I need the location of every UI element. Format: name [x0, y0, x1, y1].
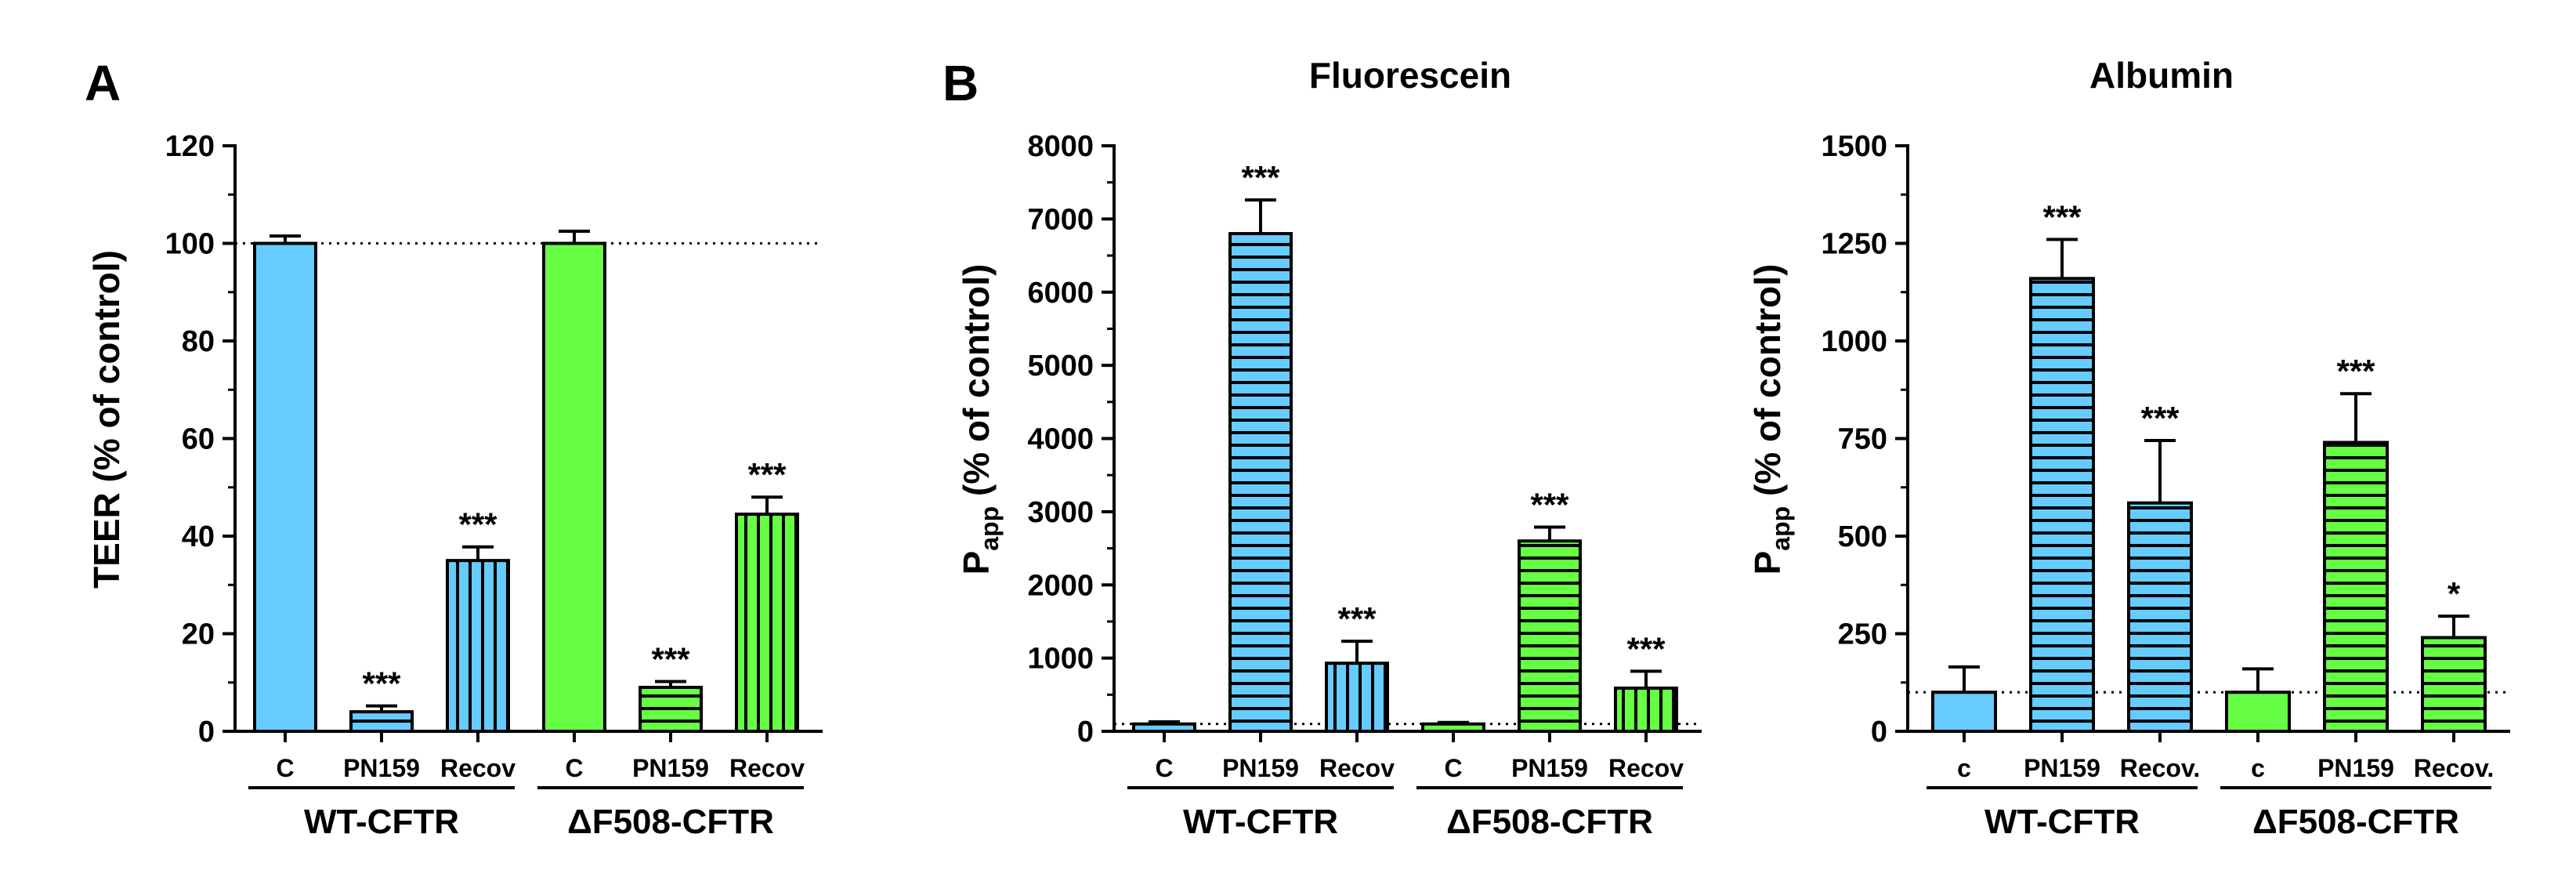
significance-label: ***: [1241, 159, 1280, 196]
bar: [735, 512, 799, 733]
bar: [253, 241, 317, 733]
significance-label: ***: [1530, 486, 1569, 523]
x-tick-label: PN159: [2317, 754, 2394, 782]
significance-label: ***: [747, 456, 787, 493]
panel-label-a: A: [85, 55, 121, 111]
bar: [1931, 691, 1997, 734]
bar: [2323, 440, 2389, 733]
y-tick-label: 0: [1077, 716, 1094, 749]
x-tick-label: PN159: [1511, 754, 1588, 782]
panel-a-y-axis-label: TEER (% of control): [86, 250, 127, 589]
bar: [1518, 539, 1582, 733]
y-tick-label: 3000: [1027, 496, 1094, 529]
group-label: ΔF508-CFTR: [2252, 803, 2459, 841]
panel-a: A TEER (% of control) 0 20 40 60 80 100 120 C **…: [85, 55, 823, 841]
y-tick-label: 500: [1838, 520, 1887, 553]
y-tick-label: 4000: [1027, 423, 1094, 456]
x-tick-label: c: [1957, 754, 1971, 782]
y-tick-label: 5000: [1027, 350, 1094, 382]
significance-label: ***: [1337, 600, 1377, 637]
x-tick-label: C: [565, 754, 583, 782]
bar: [1614, 686, 1678, 734]
x-tick-label: Recov.: [2414, 754, 2495, 782]
significance-label: ***: [2042, 199, 2082, 236]
x-tick-label: PN159: [2024, 754, 2100, 782]
significance-label: ***: [362, 665, 401, 702]
x-tick-label: C: [276, 754, 294, 782]
x-tick-label: Recov: [1319, 754, 1395, 782]
bar: [2421, 636, 2487, 733]
y-tick-label: 1000: [1821, 325, 1887, 358]
y-tick-label: 40: [182, 520, 215, 553]
significance-label: ***: [1626, 630, 1666, 667]
x-tick-label: PN159: [1222, 754, 1299, 782]
significance-label: *: [2448, 575, 2461, 612]
panel-a-chart: 0 20 40 60 80 100 120 C *** PN159 *** Recov C *** PN15…: [165, 130, 823, 841]
group-label: ΔF508-CFTR: [567, 803, 774, 841]
significance-label: ***: [2140, 400, 2180, 437]
significance-label: ***: [458, 506, 497, 543]
bar: [2127, 501, 2193, 733]
bar: [2029, 277, 2095, 733]
panel-b-fluorescein: B Fluorescein Papp (% of control) 0 1000 2…: [942, 55, 1702, 841]
x-tick-label: C: [1155, 754, 1173, 782]
group-label: WT-CFTR: [1984, 803, 2140, 841]
panel-label-b: B: [942, 55, 979, 111]
y-tick-label: 1000: [1027, 643, 1094, 676]
y-tick-label: 1250: [1821, 228, 1887, 261]
x-tick-label: C: [1444, 754, 1462, 782]
y-tick-label: 100: [165, 228, 215, 261]
y-tick-label: 0: [1871, 716, 1887, 749]
bar: [639, 685, 703, 733]
x-tick-label: Recov.: [2120, 754, 2201, 782]
panel-b-fluorescein-title: Fluorescein: [1309, 55, 1511, 96]
panel-b-albumin-y-axis-label: Papp (% of control): [1747, 264, 1795, 575]
y-tick-label: 7000: [1027, 203, 1094, 236]
panel-b-albumin-title: Albumin: [2089, 55, 2234, 96]
bar: [1421, 722, 1485, 733]
y-tick-label: 120: [165, 130, 215, 163]
significance-label: ***: [2336, 353, 2375, 390]
group-label: WT-CFTR: [304, 803, 459, 841]
y-tick-label: 2000: [1027, 569, 1094, 602]
panel-b-albumin-chart: 0 250 500 750 1000 1250 1500 c *** PN159 *** Recov.…: [1821, 130, 2510, 841]
x-tick-label: Recov: [1608, 754, 1684, 782]
bar: [542, 241, 606, 733]
x-tick-label: Recov: [440, 754, 516, 782]
y-tick-label: 60: [182, 423, 215, 456]
x-tick-label: PN159: [343, 754, 420, 782]
y-tick-label: 8000: [1027, 130, 1094, 163]
y-tick-label: 250: [1838, 618, 1887, 651]
x-tick-label: c: [2251, 754, 2265, 782]
panel-b-fluorescein-chart: 0 1000 2000 3000 4000 5000 6000 7000 8000 C *** PN1…: [1027, 130, 1702, 841]
panel-b-albumin: Albumin Papp (% of control) 0 250 500 750 10…: [1747, 55, 2510, 841]
group-label: ΔF508-CFTR: [1446, 803, 1653, 841]
y-tick-label: 0: [198, 716, 215, 749]
y-tick-label: 1500: [1821, 130, 1887, 163]
panel-b-fluorescein-y-axis-label: Papp (% of control): [956, 264, 1004, 575]
bar: [349, 710, 414, 733]
x-tick-label: Recov: [729, 754, 805, 782]
bar: [1228, 232, 1293, 733]
bar: [446, 559, 510, 733]
y-tick-label: 20: [182, 618, 215, 651]
x-tick-label: PN159: [632, 754, 709, 782]
bar: [1132, 722, 1196, 733]
y-tick-label: 6000: [1027, 277, 1094, 310]
y-tick-label: 80: [182, 325, 215, 358]
bar: [1325, 662, 1389, 734]
group-label: WT-CFTR: [1183, 803, 1338, 841]
bar: [2225, 691, 2291, 734]
significance-label: ***: [651, 641, 690, 678]
y-tick-label: 750: [1838, 423, 1887, 456]
